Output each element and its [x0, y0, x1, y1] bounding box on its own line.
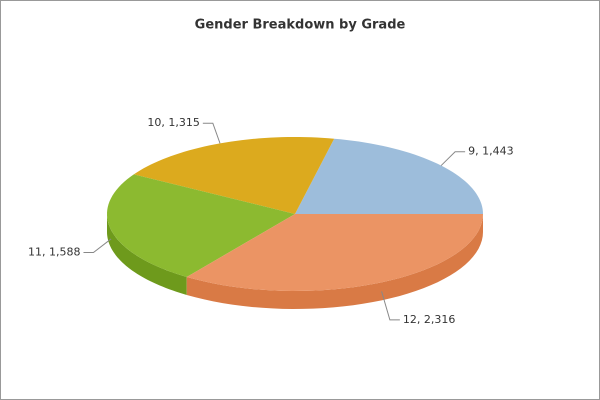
data-label: 12, 2,316: [403, 313, 455, 326]
slice: [186, 214, 483, 291]
slice-side: [107, 214, 187, 295]
data-label: 11, 1,588: [28, 245, 80, 258]
data-label: 9, 1,443: [468, 145, 513, 158]
slice-side: [186, 214, 483, 309]
slice: [107, 174, 296, 277]
leader-line: [202, 122, 221, 144]
slice: [295, 138, 483, 214]
leader-line: [440, 151, 466, 166]
chart-title: Gender Breakdown by Grade: [195, 18, 406, 33]
leader-line: [83, 238, 112, 253]
leader-line: [381, 291, 400, 321]
slice: [133, 137, 335, 214]
data-label: 10, 1,315: [147, 116, 199, 129]
